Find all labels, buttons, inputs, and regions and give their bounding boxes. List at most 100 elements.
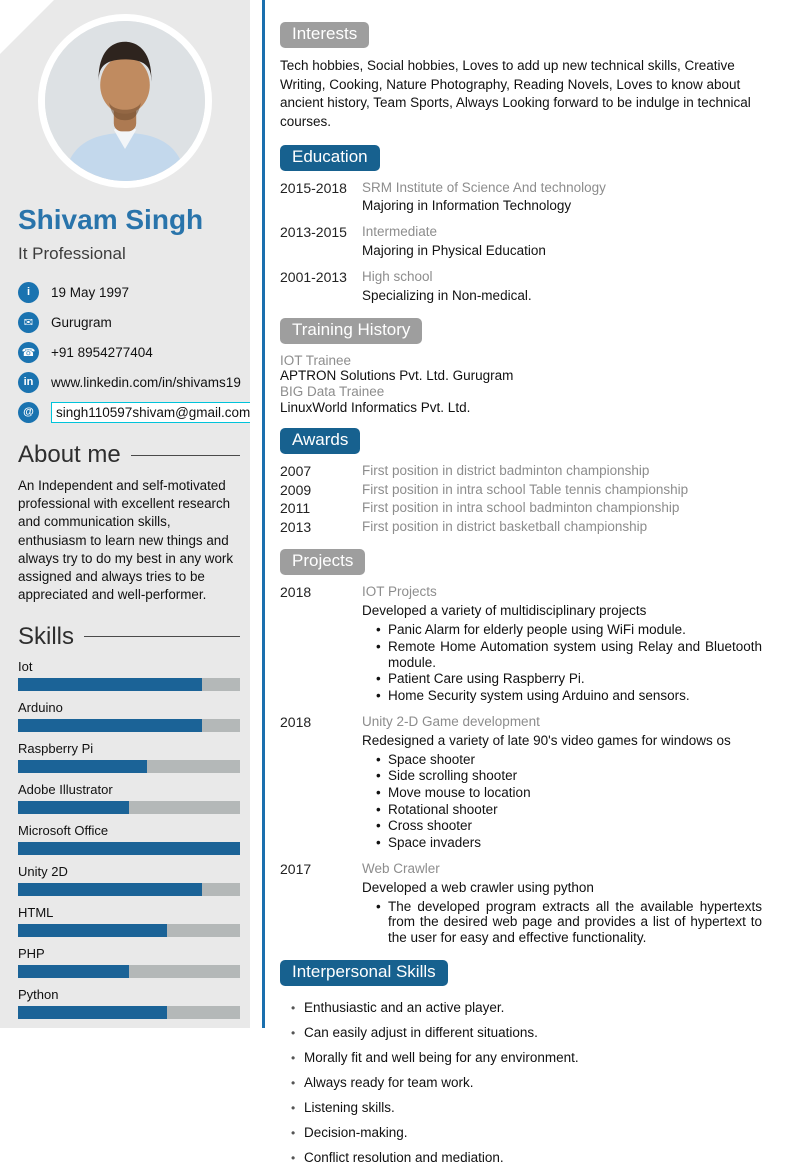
award-text: First position in intra school badminton… xyxy=(362,500,680,516)
skill-bar-fill xyxy=(18,800,129,814)
heading-rule xyxy=(84,636,240,638)
awards-list: 2007 First position in district badminto… xyxy=(280,463,762,536)
at-icon: @ xyxy=(18,401,39,423)
project-title: Unity 2-D Game development xyxy=(362,713,540,729)
education-entry: 2015-2018 SRM Institute of Science And t… xyxy=(280,180,762,216)
project-bullet: Side scrolling shooter xyxy=(376,768,731,784)
skill-bar-fill xyxy=(18,677,203,691)
award-year: 2007 xyxy=(280,463,312,480)
education-detail: SRM Institute of Science And technology … xyxy=(362,180,606,216)
award-text: First position in district basketball ch… xyxy=(362,518,648,534)
project-description: Developed a variety of multidisciplinary… xyxy=(362,603,647,619)
contact-row-phone: ☎ +91 8954277404 xyxy=(18,341,250,363)
skill-item: Adobe Illustrator xyxy=(18,782,240,814)
about-me-heading-text: About me xyxy=(18,441,121,468)
interpersonal-item: Listening skills. xyxy=(291,1100,762,1115)
education-school: High school xyxy=(362,269,433,284)
contact-row-birthday: i 19 May 1997 xyxy=(18,281,250,303)
skill-item: Unity 2D xyxy=(18,864,240,896)
project-detail: Unity 2-D Game development Redesigned a … xyxy=(362,714,731,852)
education-entry: 2001-2013 High school Specializing in No… xyxy=(280,269,762,305)
project-bullet: Remote Home Automation system using Rela… xyxy=(376,639,762,670)
project-entry: 2018 Unity 2-D Game development Redesign… xyxy=(280,714,762,852)
profile-photo xyxy=(38,14,212,188)
linkedin-link[interactable]: www.linkedin.com/in/shivams19 xyxy=(51,374,241,390)
skill-bar xyxy=(18,964,240,978)
skill-bar xyxy=(18,1005,240,1019)
interpersonal-item: Decision-making. xyxy=(291,1125,762,1140)
training-role: IOT Trainee xyxy=(280,352,352,368)
training-heading: Training History xyxy=(280,317,423,344)
education-school: SRM Institute of Science And technology xyxy=(362,179,606,195)
education-entry: 2013-2015 Intermediate Majoring in Physi… xyxy=(280,224,762,260)
skill-item: Microsoft Office xyxy=(18,823,240,855)
skill-bar xyxy=(18,1088,240,1101)
contact-row-location: ✉ Gurugram xyxy=(18,311,250,333)
project-bullet: Move mouse to location xyxy=(376,785,731,801)
interpersonal-item: Enthusiastic and an active player. xyxy=(291,1000,762,1015)
awards-section-head: Awards xyxy=(280,428,762,455)
education-section-head: Education xyxy=(280,144,762,171)
heading-rule xyxy=(130,454,240,456)
award-entry: 2011 First position in intra school badm… xyxy=(280,500,762,518)
skill-label: Linux xyxy=(18,1027,50,1043)
skill-bar xyxy=(18,718,240,732)
interpersonal-heading: Interpersonal Skills xyxy=(280,959,448,986)
skill-label: Arduino xyxy=(18,699,63,715)
award-entry: 2013 First position in district basketba… xyxy=(280,519,762,537)
interpersonal-list: Enthusiastic and an active player. Can e… xyxy=(280,1000,762,1165)
skill-bar-fill xyxy=(18,1129,129,1142)
skill-label: Iot xyxy=(18,658,33,674)
skill-label: Embedded C xyxy=(18,1109,94,1125)
education-major: Majoring in Physical Education xyxy=(362,243,546,259)
interpersonal-section-head: Interpersonal Skills xyxy=(280,959,762,986)
skill-item: Arduino xyxy=(18,700,240,732)
birthday-text: 19 May 1997 xyxy=(51,284,130,300)
project-description: Redesigned a variety of late 90's video … xyxy=(362,732,731,748)
education-period: 2001-2013 xyxy=(280,269,347,285)
project-detail: Web Crawler Developed a web crawler usin… xyxy=(362,861,762,947)
skill-bar-fill xyxy=(18,718,203,732)
education-heading: Education xyxy=(280,144,380,171)
education-period: 2013-2015 xyxy=(280,224,347,241)
skill-label: C++ xyxy=(18,1068,43,1084)
about-me-heading: About me xyxy=(18,441,240,469)
skills-heading: Skills xyxy=(18,623,240,651)
project-bullet-list: Space shooter Side scrolling shooter Mov… xyxy=(362,752,731,851)
project-entry: 2018 IOT Projects Developed a variety of… xyxy=(280,584,762,704)
skills-heading-text: Skills xyxy=(18,622,75,650)
email-link[interactable]: singh110597shivam@gmail.com xyxy=(51,401,250,423)
award-entry: 2007 First position in district badminto… xyxy=(280,463,762,481)
education-major: Specializing in Non-medical. xyxy=(362,287,532,303)
project-bullet: Home Security system using Arduino and s… xyxy=(376,688,762,704)
project-bullet: Cross shooter xyxy=(376,818,731,834)
project-bullet: The developed program extracts all the a… xyxy=(376,899,762,946)
interpersonal-item: Morally fit and well being for any envir… xyxy=(291,1050,762,1065)
project-year: 2018 xyxy=(280,713,312,730)
interpersonal-item: Always ready for team work. xyxy=(291,1075,762,1090)
project-bullet: Panic Alarm for elderly people using WiF… xyxy=(376,622,762,638)
skill-bar xyxy=(18,841,240,855)
award-year: 2011 xyxy=(280,500,311,517)
about-me-text: An Independent and self-motivated profes… xyxy=(18,478,234,603)
project-title: IOT Projects xyxy=(362,584,437,600)
location-text: Gurugram xyxy=(51,314,112,330)
skill-bar-fill xyxy=(18,964,129,978)
interpersonal-item: Conflict resolution and mediation. xyxy=(291,1150,762,1165)
project-bullet: Rotational shooter xyxy=(376,802,731,818)
skill-item: Raspberry Pi xyxy=(18,741,240,773)
project-bullet: Space invaders xyxy=(376,835,731,851)
skill-item: Linux xyxy=(18,1027,240,1043)
award-year: 2013 xyxy=(280,518,312,535)
education-detail: Intermediate Majoring in Physical Educat… xyxy=(362,224,546,260)
skill-label: PHP xyxy=(18,945,45,961)
training-role: BIG Data Trainee xyxy=(280,384,385,400)
skill-item: C++ xyxy=(18,1069,240,1101)
training-org: LinuxWorld Informatics Pvt. Ltd. xyxy=(280,399,471,415)
skill-bar-fill xyxy=(18,759,147,773)
interpersonal-item: Can easily adjust in different situation… xyxy=(291,1025,762,1040)
profile-photo-illustration xyxy=(45,21,205,181)
interests-heading: Interests xyxy=(280,22,370,48)
project-year: 2017 xyxy=(280,860,312,877)
awards-heading: Awards xyxy=(280,428,361,455)
